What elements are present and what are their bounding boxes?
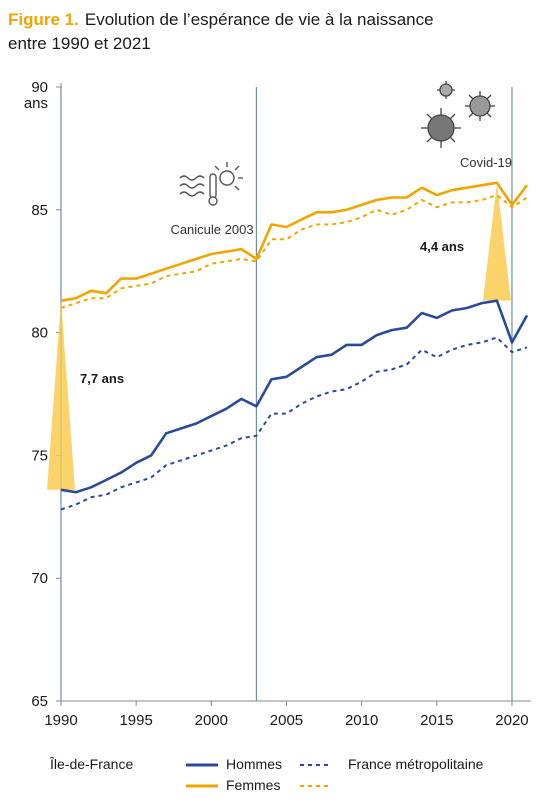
x-tick-label: 2020	[495, 712, 528, 729]
x-tick-label: 2015	[420, 712, 453, 729]
x-tick-label: 2005	[270, 712, 303, 729]
y-tick-label: 75	[31, 447, 48, 464]
series-line-hommes-idf	[60, 299, 529, 494]
y-tick-label: 80	[31, 325, 48, 342]
title-line1: Evolution de l’espérance de vie à la nai…	[84, 10, 434, 29]
legend-men-label: Hommes	[226, 756, 283, 772]
series-line-femmes-idf	[60, 181, 529, 302]
gap-triangle-1990	[47, 300, 75, 490]
x-tick-label: 2000	[195, 712, 228, 729]
gap-triangle-2019	[482, 182, 511, 301]
heatwave-icon	[179, 162, 243, 206]
x-tick-label: 1995	[119, 712, 152, 729]
legend-region-idf: Île-de-France	[50, 756, 134, 772]
y-tick-label: 65	[31, 693, 48, 710]
gap-1990-label: 7,7 ans	[80, 371, 124, 386]
series-lines	[60, 181, 529, 511]
legend-women-label: Femmes	[226, 777, 281, 793]
x-tick-label: 2010	[345, 712, 378, 729]
legend-region-france: France métropolitaine	[348, 756, 484, 772]
y-tick-label: 90	[31, 79, 48, 96]
series-line-femmes-france	[60, 194, 528, 309]
covid-label: Covid-19	[460, 155, 512, 170]
series-line-hommes-france	[60, 336, 528, 511]
virus-icon	[421, 81, 495, 148]
heatwave-label: Canicule 2003	[170, 222, 253, 237]
figure-label: Figure 1.	[8, 10, 79, 29]
x-tick-label: 1990	[44, 712, 77, 729]
gap-2019-label: 4,4 ans	[420, 239, 464, 254]
annotations: Canicule 2003 Covid-19 7,7 ans 4,4 ans	[80, 155, 512, 386]
y-tick-label: 70	[31, 570, 48, 587]
chart-title: Figure 1. Evolution de l’espérance de vie…	[8, 8, 533, 56]
y-unit-label: ans	[24, 95, 48, 112]
y-tick-label: 85	[31, 202, 48, 219]
gap-triangles	[47, 182, 511, 490]
vertical-markers	[60, 87, 513, 701]
title-line2: entre 1990 et 2021	[8, 34, 151, 53]
